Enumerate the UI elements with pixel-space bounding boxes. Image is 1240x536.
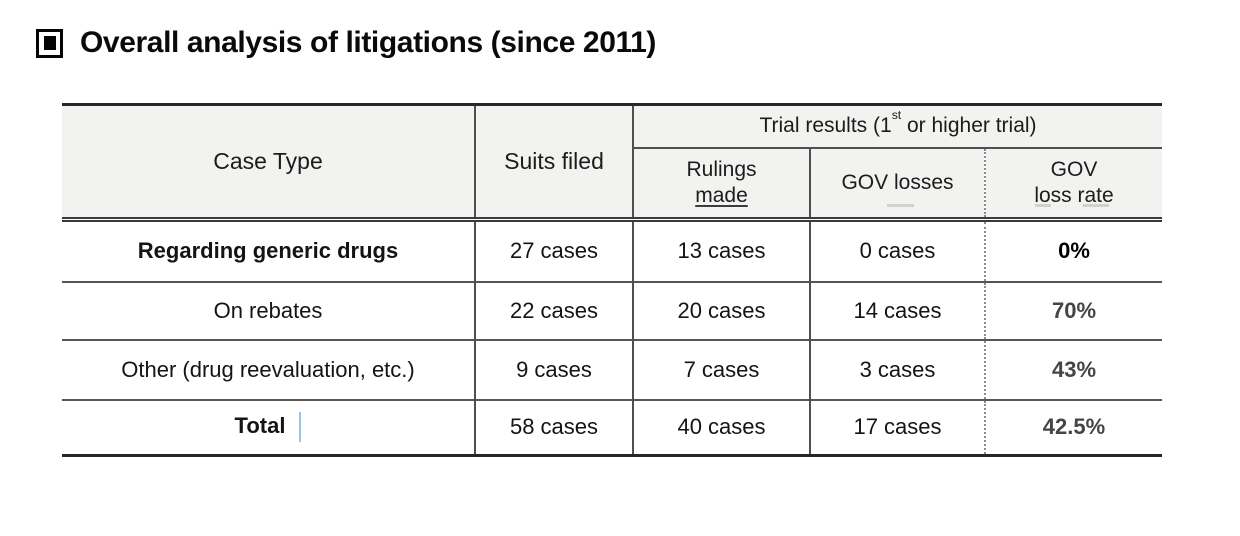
cell-rulings-made: 20 cases [632,281,810,340]
cell-gov-loss-rate: 70% [984,281,1162,340]
cell-case-type: Regarding generic drugs [62,219,475,282]
cell-gov-loss-rate: 0% [984,219,1162,282]
cell-gov-losses: 17 cases [809,399,985,456]
table-row-other: Other (drug reevaluation, etc.) 9 cases … [62,339,1162,400]
table-row-generic-drugs: Regarding generic drugs 27 cases 13 case… [62,219,1162,282]
section-title: Overall analysis of litigations (since 2… [36,26,656,60]
square-bullet-icon [36,28,63,58]
gov-loss-rate-line1: GOV [1050,157,1098,181]
gov-losses-label: GOV losses [841,170,954,194]
cell-case-type-total[interactable]: Total [62,399,475,456]
section-title-text: Overall analysis of litigations (since 2… [80,26,656,59]
header-suits-filed: Suits filed [474,104,633,222]
cell-suits-filed: 27 cases [474,219,633,282]
text-cursor [299,412,302,443]
cell-rulings-made: 40 cases [632,399,810,456]
litigation-analysis-table: Case Type Suits filed Trial results (1st… [62,103,1162,457]
header-row-group: Case Type Suits filed Trial results (1st… [62,104,1162,222]
trial-results-prefix: Trial results (1 [759,114,892,138]
erasure-artifact [1082,204,1109,207]
header-trial-results-group: Trial results (1st or higher trial) [632,104,1162,149]
gov-loss-rate-line2: loss rate [1034,183,1114,207]
total-label: Total [234,413,286,439]
table-row-rebates: On rebates 22 cases 20 cases 14 cases 70… [62,281,1162,340]
erasure-artifact [1035,204,1052,207]
cell-suits-filed: 58 cases [474,399,633,456]
cell-gov-losses: 3 cases [809,339,985,400]
cell-case-type: Other (drug reevaluation, etc.) [62,339,475,400]
cell-suits-filed: 22 cases [474,281,633,340]
square-bullet-inner [43,36,56,50]
cell-suits-filed: 9 cases [474,339,633,400]
header-row-sub: Rulings made GOV losses GOV loss rate [62,147,1162,222]
cell-gov-loss-rate: 42.5% [984,399,1162,456]
table-row-total: Total 58 cases 40 cases 17 cases 42.5% [62,399,1162,456]
cell-gov-losses: 14 cases [809,281,985,340]
header-rulings-made: Rulings made [632,147,810,222]
header-gov-losses: GOV losses [809,147,985,222]
cell-rulings-made: 13 cases [632,219,810,282]
rulings-made-line2: made [695,183,748,207]
rulings-made-line1: Rulings [686,157,757,181]
cell-gov-losses: 0 cases [809,219,985,282]
trial-results-suffix: or higher trial) [901,114,1037,138]
cell-gov-loss-rate: 43% [984,339,1162,400]
cell-rulings-made: 7 cases [632,339,810,400]
cell-case-type: On rebates [62,281,475,340]
trial-results-superscript: st [891,107,902,122]
header-gov-loss-rate: GOV loss rate [984,147,1162,222]
erasure-artifact [887,204,915,207]
header-case-type: Case Type [62,104,475,222]
